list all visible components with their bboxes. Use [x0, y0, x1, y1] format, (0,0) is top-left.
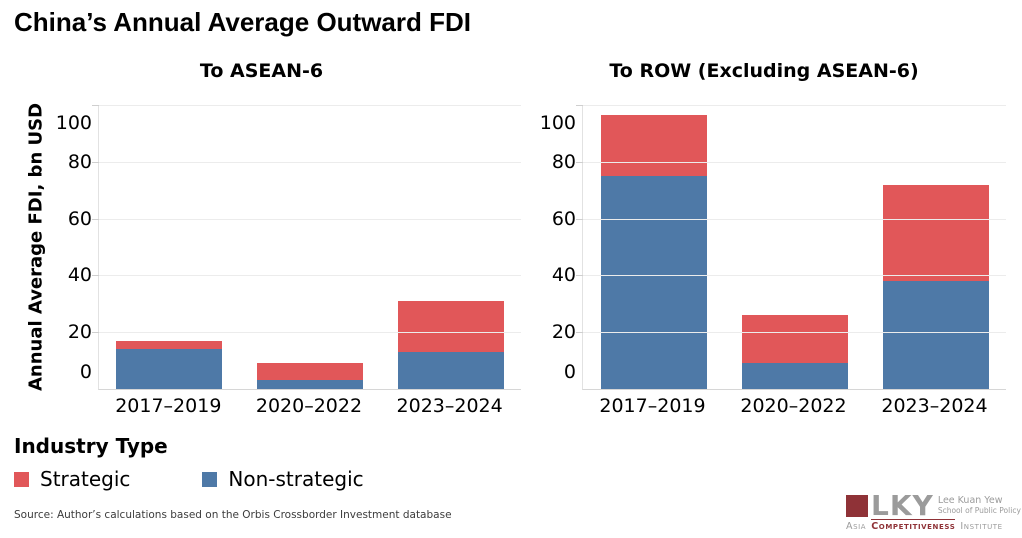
y-tick-label-0: 0: [563, 361, 576, 383]
non-strategic-label: Non-strategic: [228, 467, 364, 491]
left-x-axis-labels: 2017–2019 2020–2022 2023–2024: [98, 393, 520, 419]
x-tick-label-2020–2022: 2020–2022: [255, 395, 363, 417]
right-plot-area: [576, 105, 1006, 390]
bar-2017–2019: [116, 105, 223, 389]
logo-asia-text: Asia: [846, 521, 867, 532]
lky-aci-logo: LKY Lee Kuan Yew School of Public Policy…: [846, 489, 1021, 532]
y-tick-label-100: 100: [539, 112, 576, 134]
y-tickmark-60: [92, 218, 99, 220]
x-tick-label-2017–2019: 2017–2019: [599, 395, 706, 417]
y-tickmark-100: [576, 105, 583, 106]
gridline-80: [583, 161, 1006, 163]
logo-competitiveness-text: Competitiveness: [871, 519, 956, 532]
gridline-40: [99, 275, 521, 277]
y-tickmark-80: [576, 161, 583, 163]
gridline-80: [99, 161, 521, 163]
y-tickmark-80: [92, 161, 99, 163]
bar-2023–2024: [397, 105, 504, 389]
logo-institute-line: Asia Competitiveness Institute: [846, 519, 1016, 532]
bar-2020–2022: [741, 105, 848, 389]
y-tick-label-40: 40: [67, 264, 92, 287]
bar-2020–2022: [256, 105, 363, 389]
gridline-100: [99, 105, 521, 106]
logo-school-sub: School of Public Policy: [937, 506, 1021, 515]
bar-segment-non-strategic: [882, 281, 989, 389]
non-strategic-swatch: [202, 471, 218, 487]
y-tickmark-40: [92, 275, 99, 277]
legend-items: Strategic Non-strategic: [14, 467, 364, 491]
logo-red-square: [846, 495, 868, 517]
strategic-label: Strategic: [40, 467, 131, 491]
page-title: China’s Annual Average Outward FDI: [14, 7, 471, 37]
right-chart-title: To ROW (Excluding ASEAN-6): [609, 60, 919, 82]
y-tickmark-40: [576, 275, 583, 277]
y-tick-label-60: 60: [67, 207, 92, 230]
left-plot-area: [92, 105, 521, 390]
y-tick-label-20: 20: [551, 321, 576, 344]
y-tick-label-80: 80: [67, 150, 92, 173]
bar-segment-non-strategic: [741, 363, 848, 389]
bar-segment-non-strategic: [397, 352, 504, 389]
bar-segment-strategic: [882, 184, 989, 282]
bar-segment-strategic: [600, 114, 707, 176]
strategic-swatch: [14, 471, 29, 487]
logo-lky-letters: LKY: [871, 489, 934, 522]
y-tick-label-100: 100: [55, 112, 92, 134]
y-tickmark-100: [92, 105, 99, 106]
bar-segment-strategic: [397, 300, 504, 353]
legend-title: Industry Type: [14, 434, 168, 458]
legend: Industry Type Strategic Non-strategic: [14, 434, 364, 491]
right-y-axis-ticks: 0 20 40 60 80 100: [520, 105, 576, 389]
bar-segment-strategic: [256, 363, 363, 381]
left-bars: [99, 105, 521, 389]
gridline-20: [99, 332, 521, 334]
bar-segment-strategic: [116, 340, 223, 350]
right-bars: [583, 105, 1006, 389]
logo-institute-text: Institute: [960, 521, 1003, 532]
y-tick-label-20: 20: [67, 321, 92, 344]
y-tick-label-40: 40: [551, 264, 576, 287]
right-x-axis-labels: 2017–2019 2020–2022 2023–2024: [582, 393, 1005, 419]
y-tick-label-0: 0: [79, 361, 92, 383]
logo-school-block: Lee Kuan Yew School of Public Policy: [938, 495, 1021, 516]
bar-segment-non-strategic: [256, 380, 363, 389]
x-tick-label-2023–2024: 2023–2024: [396, 395, 503, 417]
bar-segment-non-strategic: [116, 349, 223, 389]
y-tickmark-20: [576, 332, 583, 334]
bar-segment-non-strategic: [600, 176, 707, 389]
source-note: Source: Author’s calculations based on t…: [14, 509, 452, 521]
x-tick-label-2020–2022: 2020–2022: [740, 395, 847, 417]
logo-top-row: LKY Lee Kuan Yew School of Public Policy: [846, 489, 1021, 522]
left-chart-title: To ASEAN-6: [199, 60, 324, 82]
bar-2023–2024: [882, 105, 989, 389]
gridline-100: [583, 105, 1006, 106]
y-tick-label-80: 80: [551, 150, 576, 173]
x-tick-label-2023–2024: 2023–2024: [881, 395, 988, 417]
bar-2017–2019: [600, 105, 707, 389]
y-tickmark-20: [92, 332, 99, 334]
y-tickmark-60: [576, 218, 583, 220]
left-y-axis-ticks: 0 20 40 60 80 100: [36, 105, 92, 389]
y-tick-label-60: 60: [551, 207, 576, 230]
gridline-20: [583, 332, 1006, 334]
x-tick-label-2017–2019: 2017–2019: [115, 395, 222, 417]
gridline-60: [583, 218, 1006, 220]
bar-segment-strategic: [741, 315, 848, 364]
gridline-40: [583, 275, 1006, 277]
gridline-60: [99, 218, 521, 220]
logo-school-name: Lee Kuan Yew: [937, 495, 1003, 506]
